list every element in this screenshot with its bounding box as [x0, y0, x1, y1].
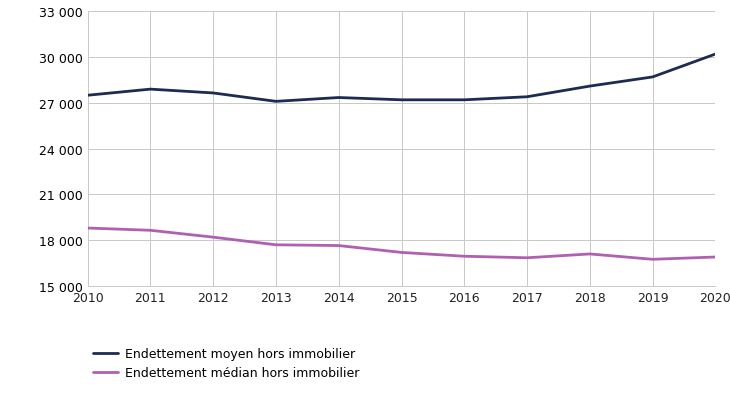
Endettement médian hors immobilier	[146, 228, 155, 233]
Endettement moyen hors immobilier	[397, 98, 406, 103]
Endettement moyen hors immobilier	[272, 100, 280, 105]
Line: Endettement médian hors immobilier: Endettement médian hors immobilier	[88, 229, 715, 260]
Endettement moyen hors immobilier	[585, 84, 594, 89]
Endettement médian hors immobilier	[272, 243, 280, 247]
Endettement moyen hors immobilier	[460, 98, 469, 103]
Endettement médian hors immobilier	[83, 226, 92, 231]
Endettement moyen hors immobilier	[209, 91, 218, 96]
Endettement médian hors immobilier	[334, 243, 343, 248]
Endettement médian hors immobilier	[585, 252, 594, 257]
Endettement médian hors immobilier	[523, 256, 531, 261]
Endettement moyen hors immobilier	[523, 95, 531, 100]
Endettement médian hors immobilier	[209, 235, 218, 240]
Endettement moyen hors immobilier	[334, 96, 343, 101]
Endettement moyen hors immobilier	[83, 94, 92, 99]
Line: Endettement moyen hors immobilier: Endettement moyen hors immobilier	[88, 55, 715, 102]
Endettement médian hors immobilier	[397, 250, 406, 255]
Legend: Endettement moyen hors immobilier, Endettement médian hors immobilier: Endettement moyen hors immobilier, Endet…	[88, 342, 364, 384]
Endettement moyen hors immobilier	[146, 88, 155, 92]
Endettement moyen hors immobilier	[711, 52, 720, 57]
Endettement moyen hors immobilier	[648, 75, 657, 80]
Endettement médian hors immobilier	[460, 254, 469, 259]
Endettement médian hors immobilier	[648, 257, 657, 262]
Endettement médian hors immobilier	[711, 255, 720, 260]
